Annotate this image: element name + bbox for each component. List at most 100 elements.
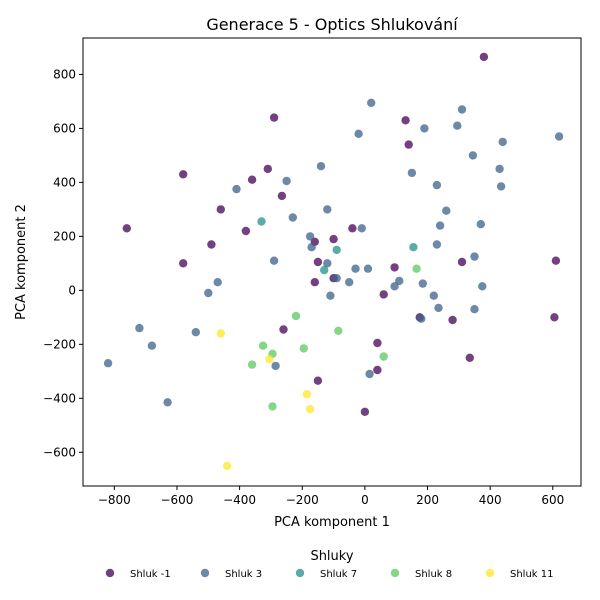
data-point [147, 341, 157, 350]
data-point [412, 264, 421, 273]
data-point [334, 326, 343, 335]
data-point [496, 182, 506, 191]
data-point [395, 276, 404, 286]
data-point [442, 206, 451, 215]
data-point [354, 129, 363, 138]
data-point [495, 164, 504, 174]
data-point [404, 140, 413, 149]
x-tick-label: 200 [416, 493, 439, 507]
data-point [122, 224, 131, 233]
data-point [103, 359, 113, 368]
x-tick-label: −800 [98, 493, 131, 507]
series-2 [103, 98, 564, 407]
data-point [316, 162, 326, 171]
data-point [204, 288, 213, 298]
data-point [417, 314, 426, 323]
legend-title: Shluky [310, 549, 353, 564]
y-tick-label: 800 [53, 67, 76, 81]
data-point [360, 407, 370, 416]
data-point [299, 344, 308, 353]
data-point [363, 264, 373, 273]
y-tick-label: 600 [53, 121, 76, 135]
y-tick-label: 400 [53, 175, 76, 189]
data-point [222, 461, 232, 470]
data-point [313, 257, 323, 267]
legend-marker [390, 568, 400, 578]
data-point [373, 365, 382, 375]
series-3 [257, 217, 418, 275]
data-point [429, 291, 438, 300]
legend-label: Shluk 8 [415, 569, 452, 580]
legend-label: Shluk 11 [510, 569, 554, 580]
data-point [302, 390, 312, 399]
data-point [258, 341, 268, 350]
data-point [418, 279, 427, 288]
data-point [288, 213, 297, 222]
data-point [373, 338, 382, 348]
legend: Shluk -1 Shluk 3 Shluk 7 Shluk 8 Shluk 11 [105, 568, 554, 580]
data-point [257, 217, 266, 226]
data-point [213, 278, 222, 287]
data-point [332, 274, 341, 283]
data-point [479, 52, 489, 62]
data-point [269, 113, 279, 122]
legend-label: Shluk -1 [130, 569, 171, 580]
y-tick-label: −200 [43, 337, 76, 351]
data-point [379, 290, 388, 299]
data-point [432, 240, 442, 249]
data-point [268, 402, 277, 411]
data-point [329, 234, 338, 244]
legend-label: Shluk 3 [225, 569, 262, 580]
legend-marker [200, 568, 210, 578]
data-point [457, 105, 467, 114]
legend-item: Shluk 3 [200, 568, 262, 580]
data-point [191, 328, 200, 337]
data-point [390, 263, 399, 272]
data-point [465, 353, 474, 362]
data-point [216, 205, 225, 214]
y-tick-label: −600 [43, 445, 76, 459]
data-point [470, 252, 479, 261]
data-point [271, 361, 280, 371]
x-tick-label: −200 [286, 493, 319, 507]
data-point [282, 176, 291, 186]
data-point [313, 376, 323, 385]
x-tick-label: −400 [223, 493, 256, 507]
data-point [551, 256, 561, 265]
x-tick-label: 600 [541, 493, 564, 507]
data-point [478, 282, 487, 291]
data-point [357, 224, 366, 233]
data-point [269, 256, 279, 265]
y-tick-label: 0 [68, 283, 76, 297]
data-point [470, 305, 479, 314]
data-point [409, 243, 418, 252]
data-point [407, 168, 417, 178]
data-point [435, 221, 445, 230]
data-point [323, 205, 332, 214]
data-point [135, 323, 144, 333]
data-point [305, 232, 315, 241]
data-point [351, 264, 360, 273]
data-point [401, 116, 410, 125]
data-point [291, 311, 301, 321]
data-point [263, 164, 272, 174]
data-point [367, 98, 376, 108]
data-point [476, 220, 485, 229]
x-axis-label: PCA komponent 1 [274, 515, 390, 530]
y-axis: −600 −400 −200 0 200 400 600 800 [43, 67, 83, 459]
data-point [550, 313, 559, 322]
y-axis-label: PCA komponent 2 [14, 204, 29, 320]
legend-label: Shluk 7 [320, 569, 357, 580]
data-point [232, 184, 241, 194]
data-point [310, 278, 319, 287]
legend-item: Shluk 7 [295, 568, 357, 580]
data-point [279, 325, 288, 334]
data-point [390, 282, 399, 291]
data-point [305, 404, 315, 414]
data-point [179, 259, 188, 268]
y-tick-label: −400 [43, 391, 76, 405]
data-point [277, 191, 287, 201]
data-point [332, 245, 341, 255]
data-point [207, 240, 216, 249]
